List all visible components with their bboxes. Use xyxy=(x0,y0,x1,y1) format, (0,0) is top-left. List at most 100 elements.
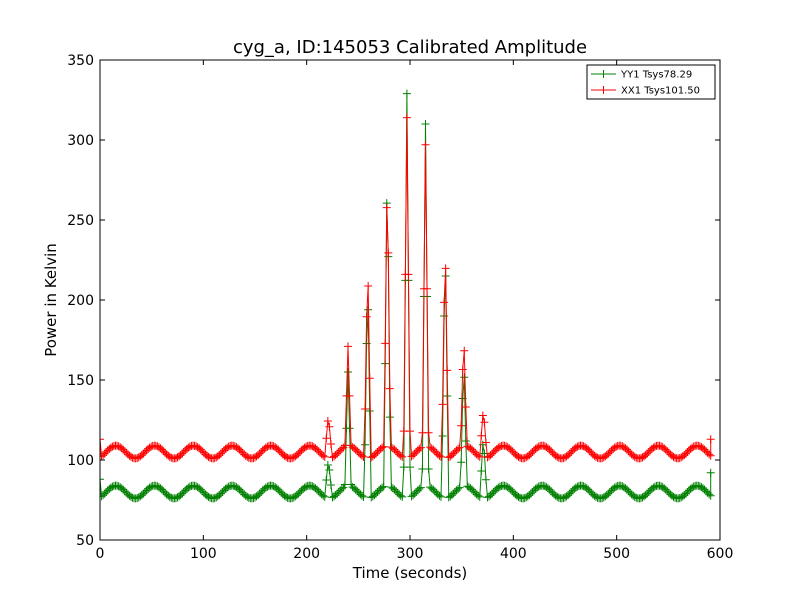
data-point xyxy=(337,484,346,493)
data-point xyxy=(455,483,464,492)
data-point xyxy=(421,120,430,128)
data-point xyxy=(402,113,411,122)
data-point xyxy=(402,89,411,98)
data-point xyxy=(435,491,444,500)
data-point xyxy=(365,374,374,383)
series-xx1 xyxy=(100,113,715,463)
data-point xyxy=(481,438,490,447)
data-point xyxy=(385,384,394,393)
data-point xyxy=(705,490,714,499)
y-axis-label: Power in Kelvin xyxy=(42,243,60,357)
data-point xyxy=(437,492,445,501)
data-point xyxy=(441,264,450,273)
data-point xyxy=(100,475,104,484)
y-tick-label: 150 xyxy=(67,373,94,389)
data-point xyxy=(362,312,371,321)
data-point xyxy=(477,431,486,440)
data-point xyxy=(455,443,464,452)
legend-label-xx1: XX1 Tsys101.50 xyxy=(621,86,700,97)
data-point xyxy=(323,416,332,425)
y-tick-label: 350 xyxy=(67,53,94,69)
plot-area xyxy=(100,89,715,503)
y-tick-label: 300 xyxy=(67,133,94,149)
data-point xyxy=(357,491,366,500)
y-tick-label: 250 xyxy=(67,213,94,229)
data-point xyxy=(406,427,414,436)
data-point xyxy=(443,366,452,375)
x-tick-label: 600 xyxy=(707,546,734,562)
data-point xyxy=(364,281,373,290)
x-axis-ticks: 0 100 200 300 400 500 600 xyxy=(96,60,734,562)
data-point xyxy=(706,451,715,460)
data-point xyxy=(406,463,414,472)
data-point xyxy=(416,443,425,452)
data-point xyxy=(361,440,370,449)
y-axis-ticks: 50 100 150 200 250 300 350 xyxy=(67,53,720,549)
x-tick-label: 200 xyxy=(293,546,320,562)
data-point xyxy=(424,428,433,437)
data-point xyxy=(454,484,463,493)
data-point xyxy=(385,413,394,422)
data-point xyxy=(378,483,387,492)
data-point xyxy=(344,368,352,376)
data-point xyxy=(320,452,329,461)
data-point xyxy=(384,248,393,257)
x-tick-label: 0 xyxy=(96,546,105,562)
data-point xyxy=(415,484,424,493)
x-tick-label: 400 xyxy=(500,546,527,562)
data-point xyxy=(474,491,483,500)
data-point xyxy=(475,492,484,501)
data-point xyxy=(361,404,370,413)
data-point xyxy=(319,451,328,460)
data-point xyxy=(381,339,390,348)
data-point xyxy=(440,298,449,307)
series-yy1 xyxy=(100,89,715,503)
data-point xyxy=(345,424,354,433)
data-point xyxy=(478,411,487,420)
data-point xyxy=(705,450,714,459)
data-point xyxy=(322,434,331,443)
data-point xyxy=(437,452,445,461)
y-tick-label: 50 xyxy=(76,533,94,549)
data-point xyxy=(435,451,444,460)
data-point xyxy=(382,203,391,212)
data-point xyxy=(458,365,467,374)
legend: YY1 Tsys78.29 XX1 Tsys101.50 xyxy=(586,64,716,100)
data-point xyxy=(454,444,463,453)
data-point xyxy=(461,403,470,411)
x-tick-label: 500 xyxy=(603,546,630,562)
data-point xyxy=(438,432,447,440)
data-point xyxy=(326,439,335,448)
series-layer xyxy=(100,89,715,503)
chart-title: cyg_a, ID:145053 Calibrated Amplitude xyxy=(233,37,587,58)
legend-label-yy1: YY1 Tsys78.29 xyxy=(620,70,692,81)
data-point xyxy=(396,491,405,500)
data-point xyxy=(477,467,486,475)
data-point xyxy=(396,451,405,460)
data-point xyxy=(421,140,430,149)
data-point xyxy=(460,373,469,382)
data-point xyxy=(457,421,466,430)
data-point xyxy=(378,443,387,452)
data-point xyxy=(323,461,332,469)
data-point xyxy=(365,407,374,415)
data-point xyxy=(460,346,469,355)
data-point xyxy=(423,284,432,293)
data-point xyxy=(326,481,335,489)
y-tick-label: 200 xyxy=(67,293,94,309)
data-point xyxy=(706,468,715,477)
data-point xyxy=(706,435,715,444)
data-point xyxy=(345,391,354,400)
data-point xyxy=(379,482,388,491)
data-point xyxy=(457,458,466,467)
data-point xyxy=(474,451,483,460)
data-point xyxy=(438,400,447,409)
data-point xyxy=(325,466,334,474)
x-tick-label: 100 xyxy=(190,546,217,562)
y-tick-label: 100 xyxy=(67,453,94,469)
data-point xyxy=(357,451,366,460)
data-point xyxy=(320,492,329,501)
data-point xyxy=(344,342,352,351)
